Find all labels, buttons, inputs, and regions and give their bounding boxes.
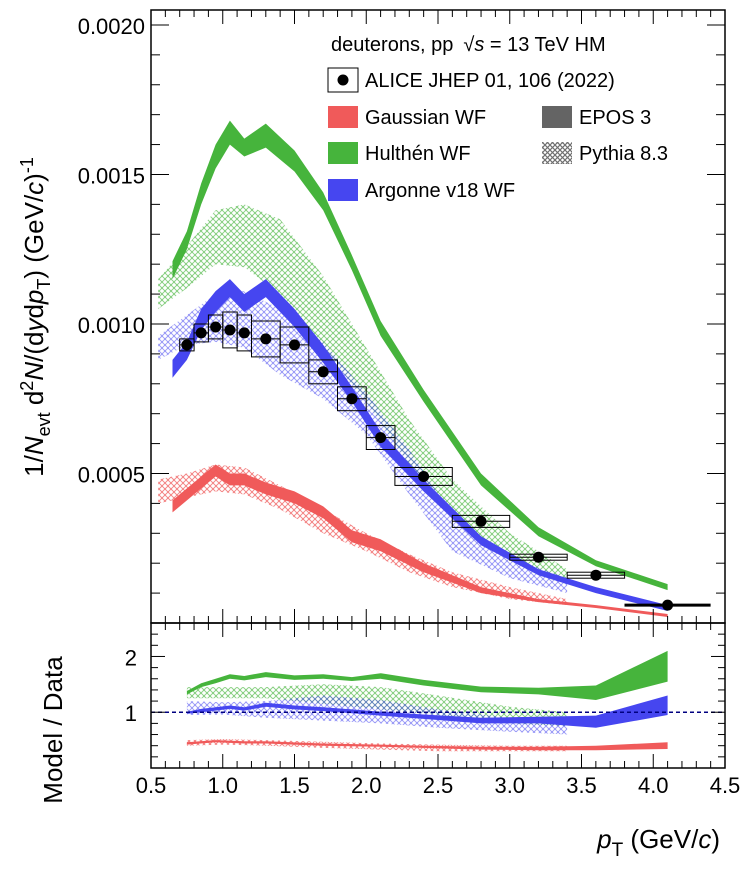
epos-gaussian-band: [172, 464, 668, 617]
alice-data-series: [179, 311, 711, 611]
x-tick-label: 4.5: [710, 773, 741, 798]
legend-swatch: [328, 106, 358, 128]
ratio-epos-hulthen-band: [186, 650, 668, 700]
axis-ticks: 0.5 1.0 1.5 2.0 2.5 3.0 3.5 4.0 4.5 0.0005 0.0010 0…: [78, 10, 741, 798]
y-tick-label: 0.0005: [78, 462, 145, 487]
x-tick-label: 2.5: [423, 773, 454, 798]
data-point: [260, 333, 272, 345]
data-point: [289, 339, 300, 351]
legend-entry-pythia: Pythia 8.3: [542, 142, 668, 165]
x-tick-label: 3.0: [494, 773, 525, 798]
legend: deuterons, pp √s = 13 TeV HM ALICE JHEP 0…: [327, 34, 668, 202]
data-point: [375, 432, 387, 444]
x-tick-label: 3.5: [566, 773, 597, 798]
legend-entry-epos: EPOS 3: [542, 106, 651, 129]
legend-swatch: [542, 106, 572, 128]
x-tick-label: 4.0: [638, 773, 669, 798]
legend-label: Gaussian WF: [365, 107, 486, 129]
ratio-epos-argonne-band: [186, 695, 668, 728]
legend-marker-box: [327, 67, 359, 93]
legend-entry-gaussian: Gaussian WF: [328, 106, 486, 129]
x-tick-label: 0.5: [136, 773, 167, 798]
legend-header: deuterons, pp √s = 13 TeV HM: [331, 34, 606, 56]
legend-label: Hulthén WF: [365, 143, 471, 165]
ratio-epos-gaussian-band: [186, 740, 668, 751]
x-tick-label: 1.0: [207, 773, 238, 798]
ratio-epos-bands: [186, 650, 668, 751]
data-point: [238, 327, 250, 339]
ratio-y-tick-label: 2: [125, 645, 137, 670]
data-point: [210, 321, 222, 333]
ratio-y-axis-label: Model / Data: [38, 656, 68, 804]
y-tick-label: 0.0010: [78, 313, 145, 338]
legend-swatch: [542, 142, 572, 164]
legend-entry-data: ALICE JHEP 01, 106 (2022): [327, 67, 615, 93]
legend-label: ALICE JHEP 01, 106 (2022): [365, 70, 615, 92]
legend-swatch: [328, 142, 358, 164]
legend-entry-hulthen: Hulthén WF: [328, 142, 471, 165]
data-point: [317, 366, 329, 378]
data-point: [662, 599, 674, 611]
x-tick-label: 2.0: [351, 773, 382, 798]
legend-marker: [337, 74, 349, 86]
data-point: [224, 324, 236, 336]
data-point: [590, 569, 602, 581]
epos-bands: [172, 120, 668, 617]
legend-label: Pythia 8.3: [579, 143, 668, 165]
y-tick-label: 0.0015: [78, 163, 145, 188]
x-tick-label: 1.5: [279, 773, 310, 798]
x-axis-label: pT (GeV/c): [596, 824, 720, 861]
ratio-y-tick-label: 1: [125, 701, 137, 726]
data-point: [475, 515, 487, 527]
data-point: [195, 327, 207, 339]
data-point: [181, 339, 193, 351]
legend-label: EPOS 3: [579, 107, 651, 129]
data-point: [346, 393, 358, 405]
data-point: [533, 551, 544, 563]
y-axis-label: 1/Nevt d2N/(dydpT) (GeV/c)-1: [17, 157, 54, 477]
data-point: [418, 471, 430, 482]
legend-label: Argonne v18 WF: [365, 180, 515, 202]
legend-swatch: [328, 179, 358, 201]
legend-entry-argonne: Argonne v18 WF: [328, 179, 515, 202]
y-tick-label: 0.0020: [78, 14, 145, 39]
